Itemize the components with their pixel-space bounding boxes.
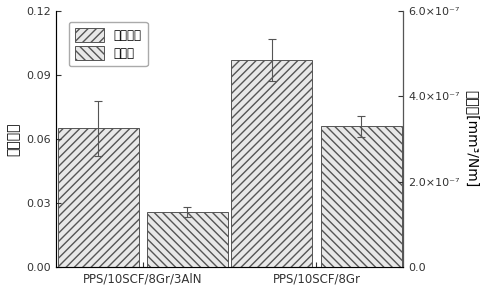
Bar <box>58 128 139 267</box>
Bar <box>320 126 401 267</box>
Bar <box>147 212 228 267</box>
Bar <box>231 60 312 267</box>
Y-axis label: 磨损率[mm³/Nm]: 磨损率[mm³/Nm] <box>465 91 479 188</box>
Legend: 摩擦系数, 磨损率: 摩擦系数, 磨损率 <box>69 22 148 66</box>
Y-axis label: 摩擦系数: 摩擦系数 <box>7 122 21 156</box>
